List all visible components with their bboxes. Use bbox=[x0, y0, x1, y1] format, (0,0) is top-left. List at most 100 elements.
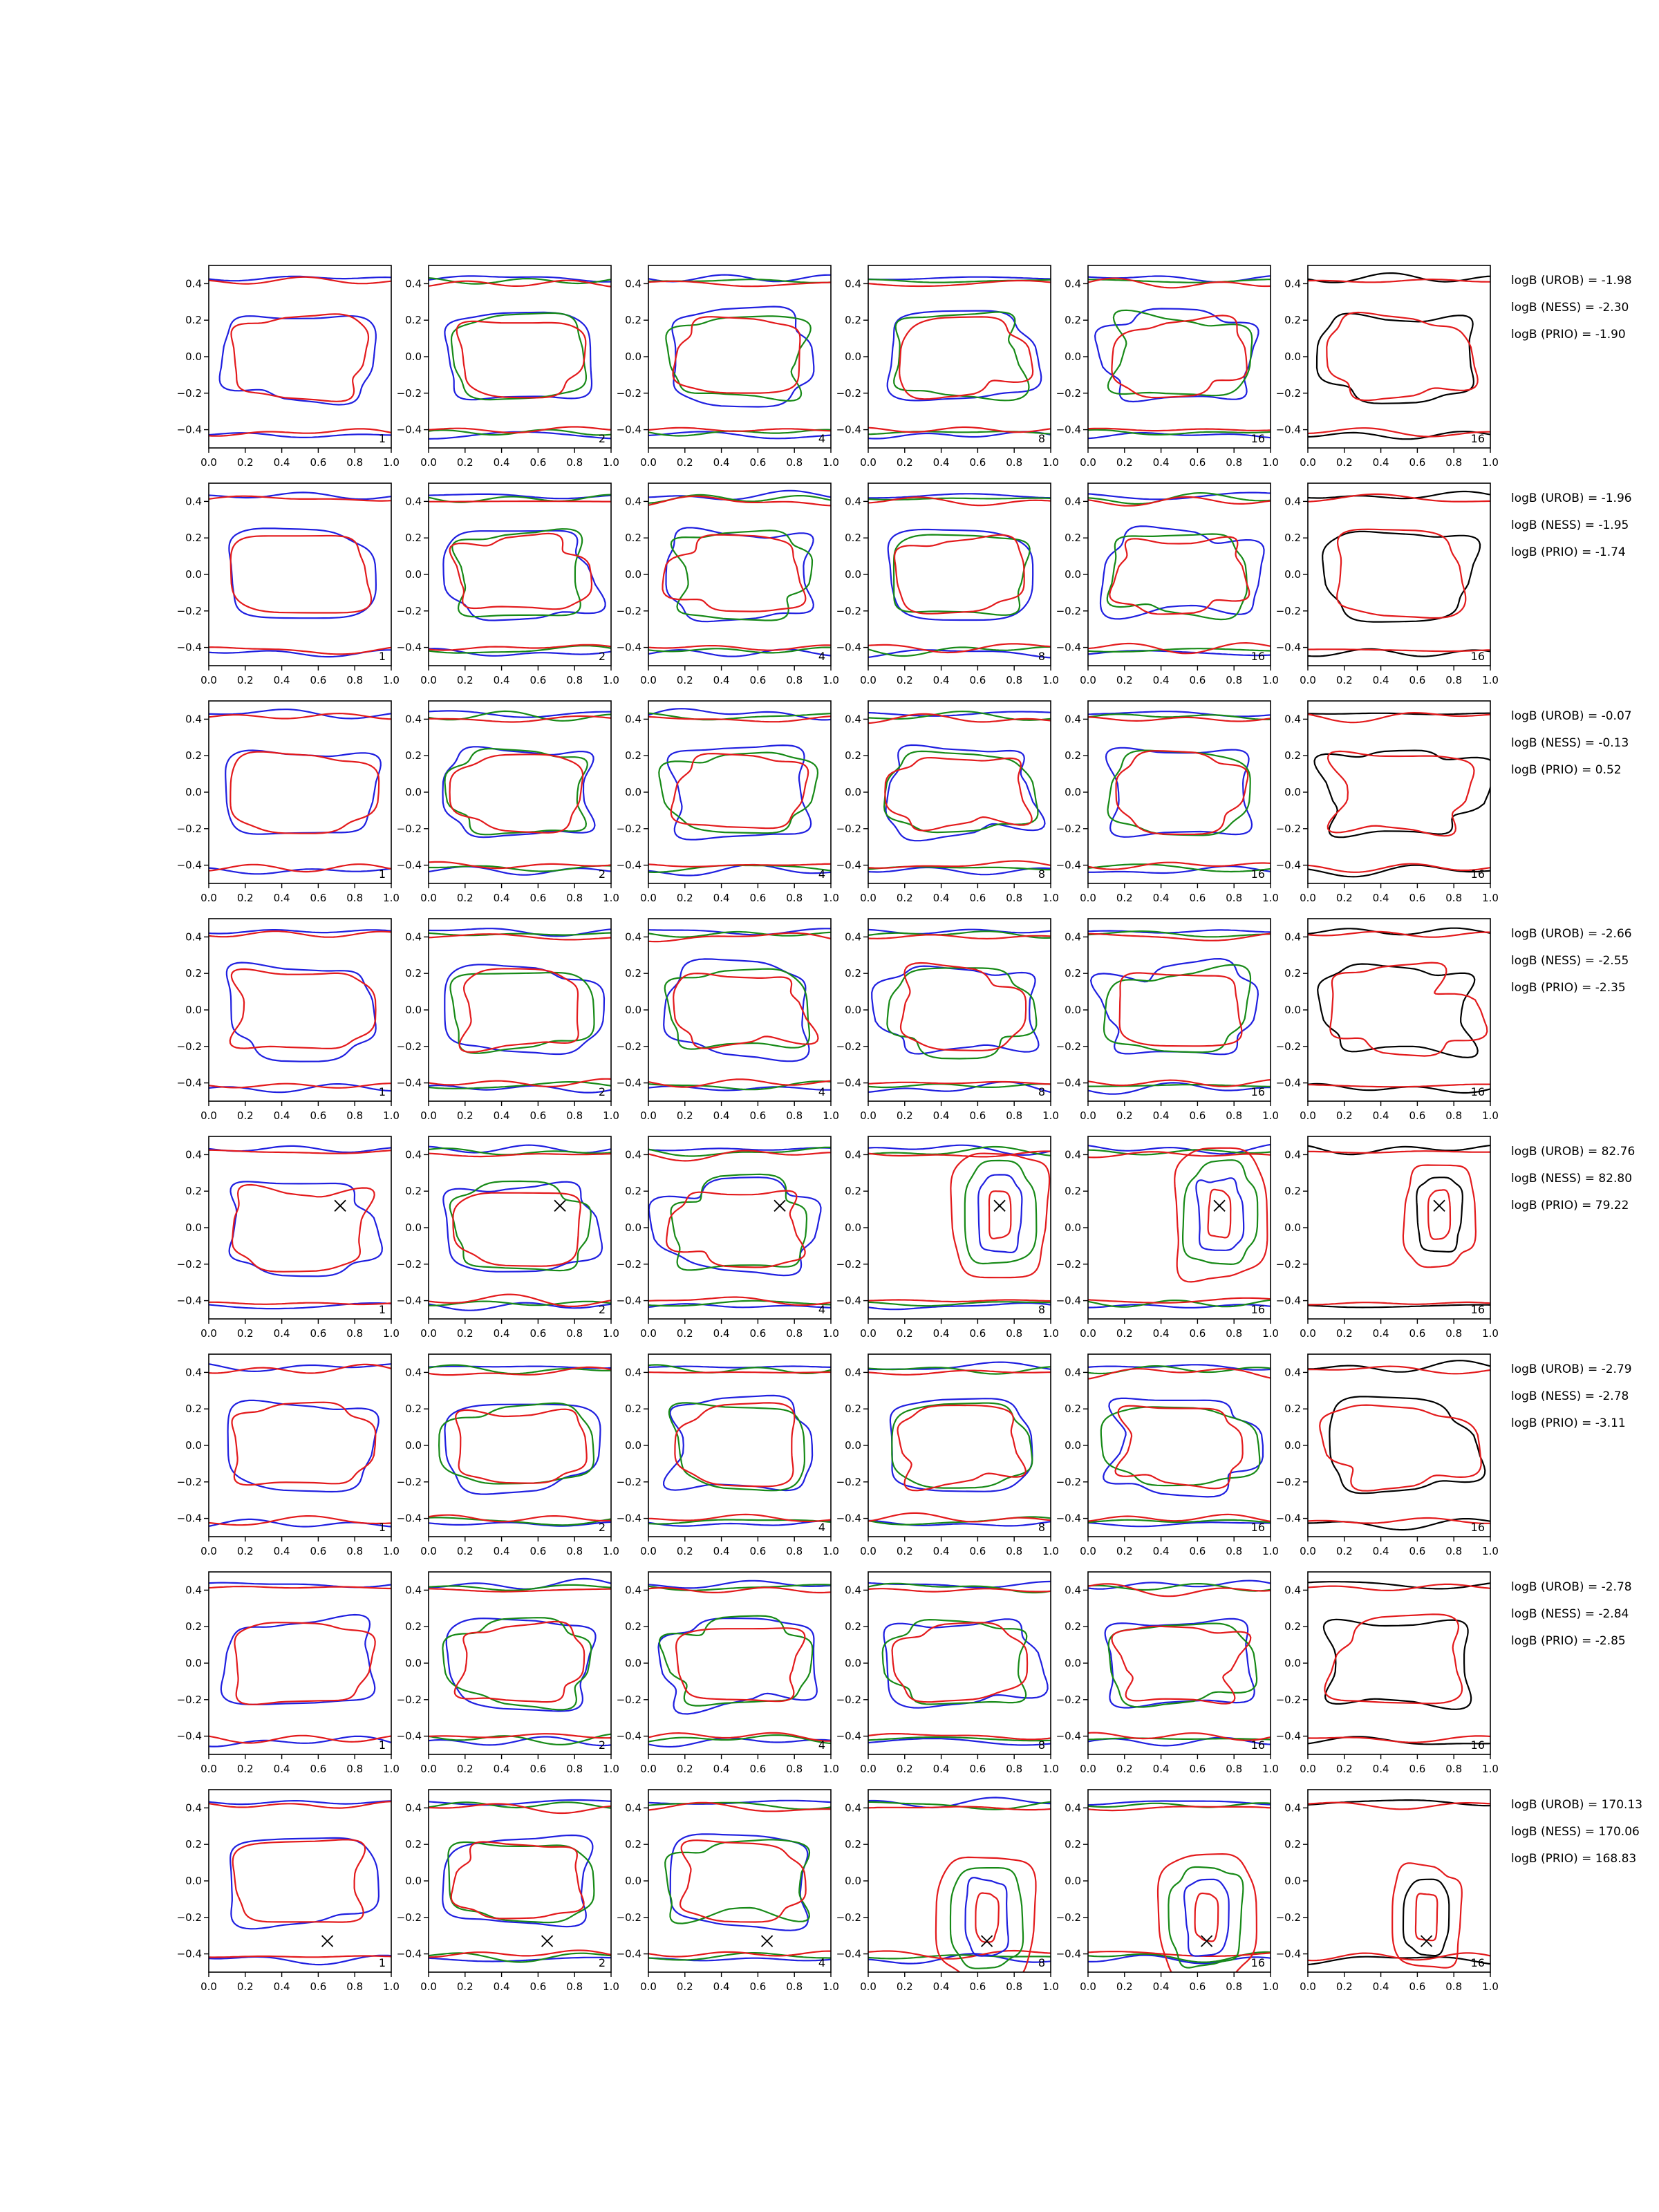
contour-line bbox=[429, 715, 611, 723]
x-tick-label: 0.0 bbox=[1080, 892, 1096, 904]
x-marker bbox=[321, 1935, 334, 1947]
y-tick-label: −0.2 bbox=[397, 1476, 422, 1488]
x-tick-label: 0.0 bbox=[1300, 1327, 1316, 1340]
x-marker bbox=[1200, 1935, 1213, 1947]
x-tick-label: 0.6 bbox=[1189, 892, 1206, 904]
contour-line bbox=[429, 645, 611, 654]
contour-line bbox=[1308, 1365, 1490, 1375]
contour-line bbox=[662, 534, 807, 612]
contour-line bbox=[665, 315, 812, 402]
y-tick-label: 0.4 bbox=[1065, 1148, 1081, 1161]
contour-line bbox=[230, 313, 370, 402]
x-tick-label: 1.0 bbox=[1482, 456, 1499, 469]
y-tick-label: 0.4 bbox=[185, 1584, 202, 1596]
contour-line bbox=[868, 426, 1051, 433]
contour-line bbox=[648, 431, 831, 440]
contour-line bbox=[648, 1371, 831, 1374]
y-tick-label: −0.2 bbox=[1056, 1911, 1081, 1924]
x-tick-label: 0.8 bbox=[566, 1109, 583, 1122]
y-tick-label: −0.4 bbox=[1276, 1077, 1301, 1089]
contour-line bbox=[1402, 1164, 1477, 1268]
y-tick-label: 0.4 bbox=[1284, 1584, 1301, 1596]
x-tick-label: 0.8 bbox=[1445, 1545, 1462, 1557]
contour-lines bbox=[1088, 711, 1271, 874]
contour-line bbox=[648, 427, 831, 432]
x-tick-label: 0.0 bbox=[1080, 1980, 1096, 1993]
y-tick-label: −0.2 bbox=[1276, 387, 1301, 400]
y-tick-label: 0.0 bbox=[185, 1004, 202, 1016]
contour-line bbox=[1088, 1513, 1271, 1522]
y-tick-label: −0.4 bbox=[397, 424, 422, 436]
panel-number: 4 bbox=[818, 1956, 825, 1969]
x-tick-label: 1.0 bbox=[823, 892, 839, 904]
contour-line bbox=[429, 1366, 611, 1376]
y-tick-label: −0.4 bbox=[836, 1077, 861, 1089]
contour-lines bbox=[209, 929, 391, 1094]
y-tick-label: 0.4 bbox=[405, 277, 422, 290]
x-tick-label: 0.8 bbox=[346, 892, 363, 904]
y-tick-label: −0.4 bbox=[836, 1730, 861, 1743]
contour-line bbox=[868, 934, 1051, 940]
y-tick-label: 0.0 bbox=[405, 786, 422, 798]
y-tick-label: 0.0 bbox=[1284, 350, 1301, 363]
x-tick-label: 0.2 bbox=[1116, 892, 1133, 904]
contour-line bbox=[657, 1617, 818, 1715]
contour-line bbox=[225, 962, 377, 1062]
panel-r8-c4: 0.0 0.2 0.4 0.6 0.8 1.0 −0.4 −0.2 0.0 0.2 0.4 8 bbox=[836, 1789, 1059, 1993]
x-tick-label: 0.2 bbox=[897, 1327, 913, 1340]
y-tick-label: 0.2 bbox=[625, 1620, 641, 1633]
y-tick-label: 0.2 bbox=[1065, 749, 1081, 762]
contour-line bbox=[871, 965, 1040, 1055]
axes-frame bbox=[428, 918, 612, 1102]
x-tick-label: 1.0 bbox=[1262, 892, 1279, 904]
contour-line bbox=[429, 1736, 611, 1747]
y-tick-label: 0.4 bbox=[1284, 495, 1301, 507]
contour-line bbox=[950, 1152, 1051, 1279]
contour-line bbox=[1313, 749, 1490, 838]
x-tick-label: 0.4 bbox=[494, 1763, 510, 1775]
panel-r4-c3: 0.0 0.2 0.4 0.6 0.8 1.0 −0.4 −0.2 0.0 0.2 0.4 4 bbox=[617, 918, 839, 1122]
y-tick-label: 0.4 bbox=[845, 1366, 861, 1378]
x-tick-label: 0.8 bbox=[1226, 1763, 1242, 1775]
contour-line bbox=[429, 493, 611, 500]
y-tick-label: 0.4 bbox=[845, 930, 861, 943]
contour-line bbox=[229, 1837, 380, 1930]
panel-r4-c4: 0.0 0.2 0.4 0.6 0.8 1.0 −0.4 −0.2 0.0 0.2 0.4 8 bbox=[836, 918, 1059, 1122]
x-tick-label: 0.2 bbox=[1336, 892, 1353, 904]
contour-line bbox=[648, 930, 831, 938]
contour-lines bbox=[209, 1145, 391, 1310]
y-tick-label: −0.4 bbox=[836, 1295, 861, 1307]
contour-lines bbox=[1308, 1144, 1490, 1309]
y-tick-label: 0.4 bbox=[625, 930, 641, 943]
contour-line bbox=[663, 958, 810, 1062]
contour-line bbox=[1088, 641, 1271, 655]
x-tick-label: 1.0 bbox=[1482, 1980, 1499, 1993]
y-tick-label: 0.0 bbox=[625, 1439, 641, 1452]
contour-line bbox=[429, 1952, 611, 1963]
x-tick-label: 0.4 bbox=[713, 456, 730, 469]
y-tick-label: −0.4 bbox=[397, 641, 422, 654]
y-tick-label: −0.2 bbox=[397, 387, 422, 400]
y-tick-label: 0.0 bbox=[405, 568, 422, 581]
panel-number: 2 bbox=[599, 1956, 606, 1969]
panel-number: 16 bbox=[1471, 1956, 1485, 1969]
contour-line bbox=[1094, 308, 1259, 403]
contour-line bbox=[449, 1180, 592, 1272]
contour-line bbox=[442, 1181, 603, 1273]
x-marker bbox=[541, 1935, 554, 1947]
contour-line bbox=[668, 1402, 805, 1492]
panel-r7-c1: 0.0 0.2 0.4 0.6 0.8 1.0 −0.4 −0.2 0.0 0.2 0.4 1 bbox=[177, 1571, 400, 1775]
panel-r2-c5: 0.0 0.2 0.4 0.6 0.8 1.0 −0.4 −0.2 0.0 0.2 0.4 16 bbox=[1056, 482, 1279, 686]
axes-frame bbox=[428, 1136, 612, 1320]
contour-line bbox=[429, 1956, 611, 1962]
contour-line bbox=[1427, 1189, 1452, 1240]
x-tick-label: 0.4 bbox=[494, 674, 510, 686]
x-tick-label: 0.8 bbox=[1226, 456, 1242, 469]
x-tick-label: 0.6 bbox=[749, 1109, 766, 1122]
x-tick-label: 0.0 bbox=[200, 892, 217, 904]
x-tick-label: 1.0 bbox=[603, 1327, 619, 1340]
contour-line bbox=[1308, 864, 1490, 878]
x-tick-label: 1.0 bbox=[1042, 1763, 1059, 1775]
y-tick-label: 0.4 bbox=[405, 495, 422, 507]
y-tick-label: 0.2 bbox=[625, 1403, 641, 1415]
